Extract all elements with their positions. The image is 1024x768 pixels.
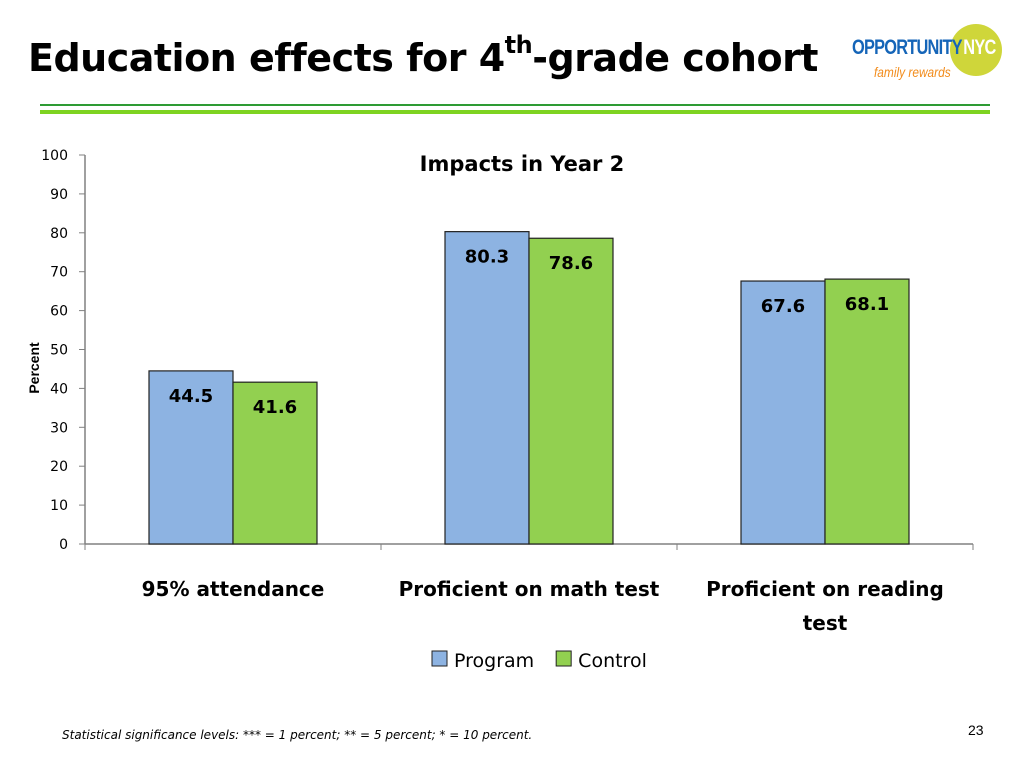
title-divider-top (40, 104, 990, 106)
bar-control (528, 237, 614, 545)
y-tick-label: 90 (50, 187, 68, 203)
bar-control (824, 278, 910, 545)
legend-label-control: Control (578, 650, 647, 672)
title-divider-bottom (40, 110, 990, 114)
data-label-program: 44.5 (169, 386, 213, 407)
page-number: 23 (968, 722, 984, 738)
y-tick-label: 80 (50, 226, 68, 242)
data-label-control: 78.6 (549, 253, 593, 274)
y-tick-label: 40 (50, 381, 68, 397)
bar-program (148, 370, 234, 545)
bar-control (232, 381, 318, 545)
logo-wordmark: OPPORTUNITYNYC (852, 36, 996, 60)
y-tick-label: 70 (50, 265, 68, 281)
significance-footnote: Statistical significance levels: *** = 1… (62, 728, 533, 742)
bar-program (444, 231, 530, 545)
data-label-control: 41.6 (253, 397, 297, 418)
x-category-label: Proficient on math test (399, 577, 660, 601)
slide-title-suffix: -grade cohort (532, 36, 818, 80)
x-category-label: 95% attendance (142, 577, 325, 601)
x-category-label: test (803, 611, 848, 635)
y-tick-label: 30 (50, 420, 68, 436)
bar-chart: 0 10 20 30 40 50 60 70 80 90 100 Percent Impacts in … (26, 148, 974, 672)
y-tick-label: 10 (50, 498, 68, 514)
logo-word-accent: NYC (963, 36, 996, 59)
data-label-control: 68.1 (845, 294, 889, 315)
y-tick-label: 60 (50, 304, 68, 320)
legend-swatch-program (431, 650, 448, 667)
slide-title: Education effects for 4th-grade cohort (28, 33, 818, 82)
y-tick-label: 20 (50, 459, 68, 475)
chart-title: Impacts in Year 2 (420, 152, 625, 176)
data-label-program: 80.3 (465, 247, 509, 268)
y-tick-label: 50 (50, 343, 68, 359)
y-tick-label: 0 (59, 537, 68, 553)
legend-label-program: Program (454, 650, 534, 672)
slide-title-superscript: th (504, 31, 533, 59)
logo-circle (950, 24, 1002, 76)
y-axis-title: Percent (26, 342, 42, 394)
bar-program (740, 280, 826, 545)
slide-title-main: Education effects for 4 (28, 36, 505, 80)
x-category-label: Proficient on reading (706, 577, 944, 601)
logo-word: OPPORTUNITY (852, 36, 963, 59)
y-tick-label: 100 (41, 148, 68, 164)
legend-swatch-control (555, 650, 572, 667)
data-label-program: 67.6 (761, 296, 805, 317)
opportunity-nyc-logo: OPPORTUNITYNYC family rewards (848, 20, 1008, 90)
logo-tagline: family rewards (874, 64, 951, 80)
